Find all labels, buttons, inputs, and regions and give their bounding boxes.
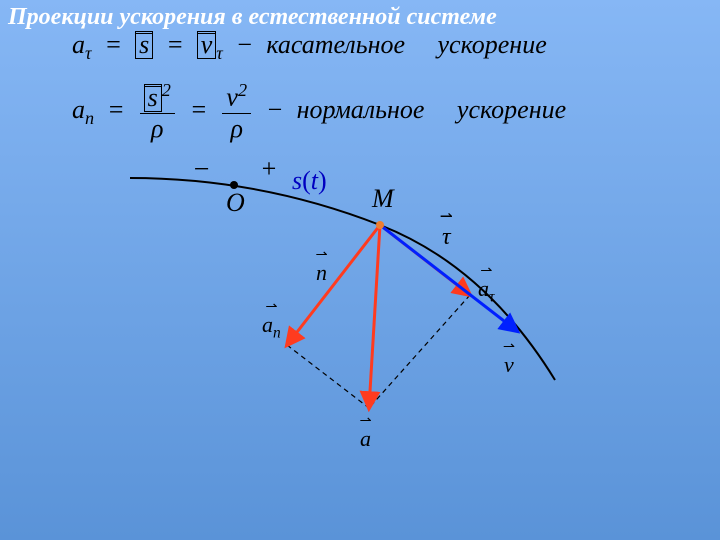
label-vec-a-tau: ⇀aτ [478, 266, 495, 305]
eq1-v-sub: τ [216, 43, 223, 63]
eq2-lhs-sub: n [85, 108, 94, 128]
label-vec-n: ⇀n [316, 250, 327, 284]
eq1-dash: − [236, 30, 254, 59]
eq1-word2: ускорение [438, 30, 547, 59]
equation-normal: an = s2 ρ = v2 ρ − нормальное ускорение [72, 80, 566, 144]
dashed-seg-1 [287, 345, 369, 408]
eq2-frac2-den: ρ [222, 114, 251, 144]
label-vec-v: ⇀v [504, 342, 514, 376]
label-s-of-t: s(t) [292, 168, 327, 194]
label-o: O [226, 190, 245, 216]
vector-n [287, 225, 380, 345]
eq2-frac1-num-box: s [144, 84, 162, 112]
minus-sign: − [192, 156, 211, 184]
label-m: M [372, 186, 394, 212]
eq2-frac1: s2 ρ [140, 80, 175, 144]
stage: Проекции ускорения в естественной систем… [0, 0, 720, 540]
equation-tangential: aτ = s = vτ − касательное ускорение [72, 30, 547, 64]
eq2-frac2-num: v [226, 83, 238, 112]
eq2-frac2-sup: 2 [238, 80, 247, 100]
eq2-frac2: v2 ρ [222, 80, 251, 144]
label-vec-tau: ⇀τ [442, 212, 451, 249]
dashed-seg-2 [369, 295, 470, 408]
eq2-word1: нормальное [297, 95, 425, 124]
label-vec-a: ⇀a [360, 416, 371, 450]
eq1-s-ddot-box: s [135, 31, 153, 59]
vector-a [369, 225, 380, 408]
eq1-lhs-sub: τ [85, 43, 92, 63]
eq2-frac1-sup: 2 [162, 80, 171, 100]
eq2-frac1-den: ρ [140, 114, 175, 144]
eq1-v-dot-box: v [197, 31, 217, 59]
label-vec-a-n: ⇀an [262, 302, 281, 341]
page-title: Проекции ускорения в естественной систем… [8, 4, 497, 31]
eq1-lhs-a: a [72, 30, 85, 59]
eq2-lhs-a: a [72, 95, 85, 124]
point-m-dot [376, 221, 384, 229]
eq2-word2: ускорение [457, 95, 566, 124]
eq1-word1: касательное [266, 30, 405, 59]
plus-sign: + [260, 156, 278, 182]
eq2-dash: − [266, 95, 284, 124]
vector-a-tau [380, 225, 470, 295]
